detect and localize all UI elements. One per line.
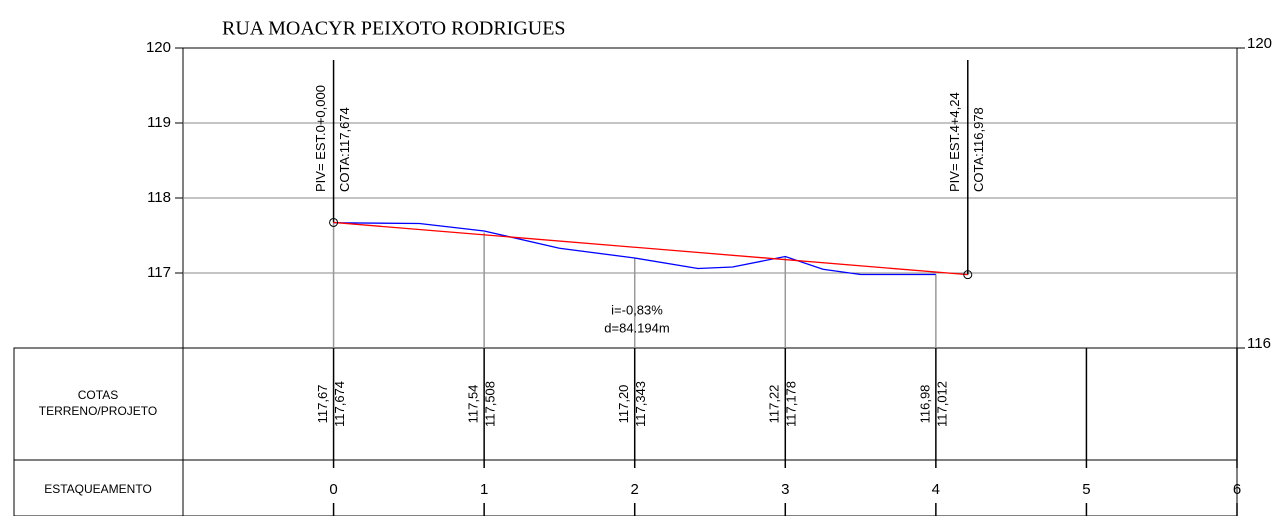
terrain-label: 116,98: [917, 385, 932, 424]
x-tick-label: 3: [781, 481, 789, 498]
series-line: [333, 221, 968, 276]
terrain-label: 117,22: [767, 385, 782, 424]
table-frame: [13, 347, 1238, 517]
distance-label: d=84.194m: [604, 320, 669, 335]
terrain-label: 117,54: [466, 385, 481, 424]
terrain-label: 117,20: [616, 385, 631, 424]
piv-point: [329, 217, 339, 227]
y-tick-label: 120: [146, 39, 171, 56]
y-tick-label: 118: [147, 189, 171, 206]
row-label: ESTAQUEAMENTO: [44, 482, 152, 496]
x-tick-label: 5: [1082, 481, 1090, 498]
series-line: [333, 222, 936, 276]
project-label: 117,674: [332, 381, 347, 427]
slope-label: i=-0,83%: [611, 302, 663, 317]
y-tick-label: 117: [147, 264, 171, 281]
row-label: COTAS: [78, 388, 118, 402]
project-label: 117,178: [784, 381, 799, 427]
terrain-label: 117,67: [315, 385, 330, 424]
x-tick-label: 4: [932, 481, 940, 498]
y2-tick-label: 116: [1247, 335, 1271, 352]
piv-label: PIV= EST.0+0,000: [313, 85, 328, 192]
chart-title: RUA MOACYR PEIXOTO RODRIGUES: [222, 18, 566, 40]
cota-label: COTA:116,978: [971, 107, 986, 192]
cota-label: COTA:117,674: [337, 107, 352, 192]
piv-point: [963, 270, 973, 280]
project-label: 117,343: [633, 381, 648, 427]
piv-label: PIV= EST.4+4,24: [947, 92, 962, 192]
project-label: 117,508: [483, 381, 498, 427]
x-tick-label: 0: [329, 481, 337, 498]
row-label: TERRENO/PROJETO: [39, 404, 157, 418]
y2-tick-label: 120: [1247, 35, 1272, 52]
project-label: 117,012: [934, 381, 949, 427]
y-tick-label: 119: [147, 114, 171, 131]
x-tick-label: 1: [480, 481, 488, 498]
x-tick-label: 2: [631, 481, 639, 498]
x-tick-label: 6: [1233, 481, 1241, 498]
